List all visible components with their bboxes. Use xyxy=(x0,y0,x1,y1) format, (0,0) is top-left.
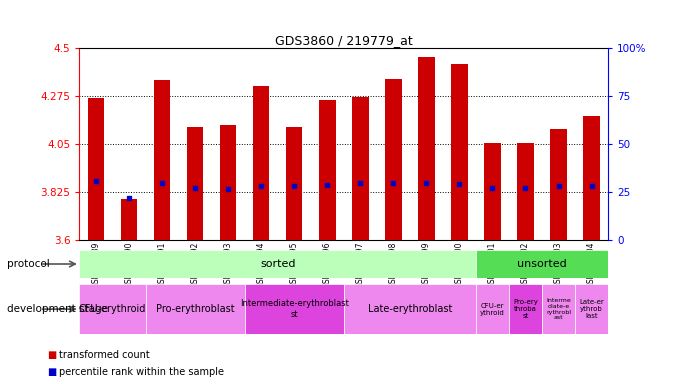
Bar xyxy=(286,127,303,240)
Bar xyxy=(518,143,533,240)
Bar xyxy=(79,284,146,334)
Text: Interme
diate-e
rythrobl
ast: Interme diate-e rythrobl ast xyxy=(546,298,571,320)
Bar xyxy=(121,199,138,240)
Bar xyxy=(220,125,236,240)
Text: CFU-erythroid: CFU-erythroid xyxy=(79,304,146,314)
Bar xyxy=(88,98,104,240)
Bar xyxy=(476,250,608,278)
Text: Late-er
ythrob
last: Late-er ythrob last xyxy=(579,299,604,319)
Bar xyxy=(319,100,336,240)
Bar xyxy=(542,284,575,334)
Text: CFU-er
ythroid: CFU-er ythroid xyxy=(480,303,505,316)
Text: Pro-ery
throba
st: Pro-ery throba st xyxy=(513,299,538,319)
Text: Intermediate-erythroblast
st: Intermediate-erythroblast st xyxy=(240,300,349,319)
Bar xyxy=(509,284,542,334)
Bar xyxy=(245,284,343,334)
Bar xyxy=(550,129,567,240)
Text: sorted: sorted xyxy=(260,259,296,269)
Bar xyxy=(79,250,476,278)
Bar xyxy=(418,56,435,240)
Text: ■: ■ xyxy=(47,367,57,377)
Bar xyxy=(352,97,368,240)
Bar xyxy=(451,64,468,240)
Text: Late-erythroblast: Late-erythroblast xyxy=(368,304,452,314)
Bar xyxy=(583,116,600,240)
Text: unsorted: unsorted xyxy=(517,259,567,269)
Text: development stage: development stage xyxy=(7,304,108,314)
Title: GDS3860 / 219779_at: GDS3860 / 219779_at xyxy=(275,34,413,47)
Bar xyxy=(146,284,245,334)
Text: protocol: protocol xyxy=(7,259,50,269)
Bar xyxy=(344,284,476,334)
Bar xyxy=(385,79,401,240)
Bar xyxy=(575,284,608,334)
Bar xyxy=(484,143,501,240)
Bar xyxy=(154,80,170,240)
Bar xyxy=(187,127,203,240)
Text: transformed count: transformed count xyxy=(59,350,149,360)
Text: Pro-erythroblast: Pro-erythroblast xyxy=(155,304,234,314)
Bar xyxy=(253,86,269,240)
Text: ■: ■ xyxy=(47,350,57,360)
Bar xyxy=(476,284,509,334)
Text: percentile rank within the sample: percentile rank within the sample xyxy=(59,367,224,377)
